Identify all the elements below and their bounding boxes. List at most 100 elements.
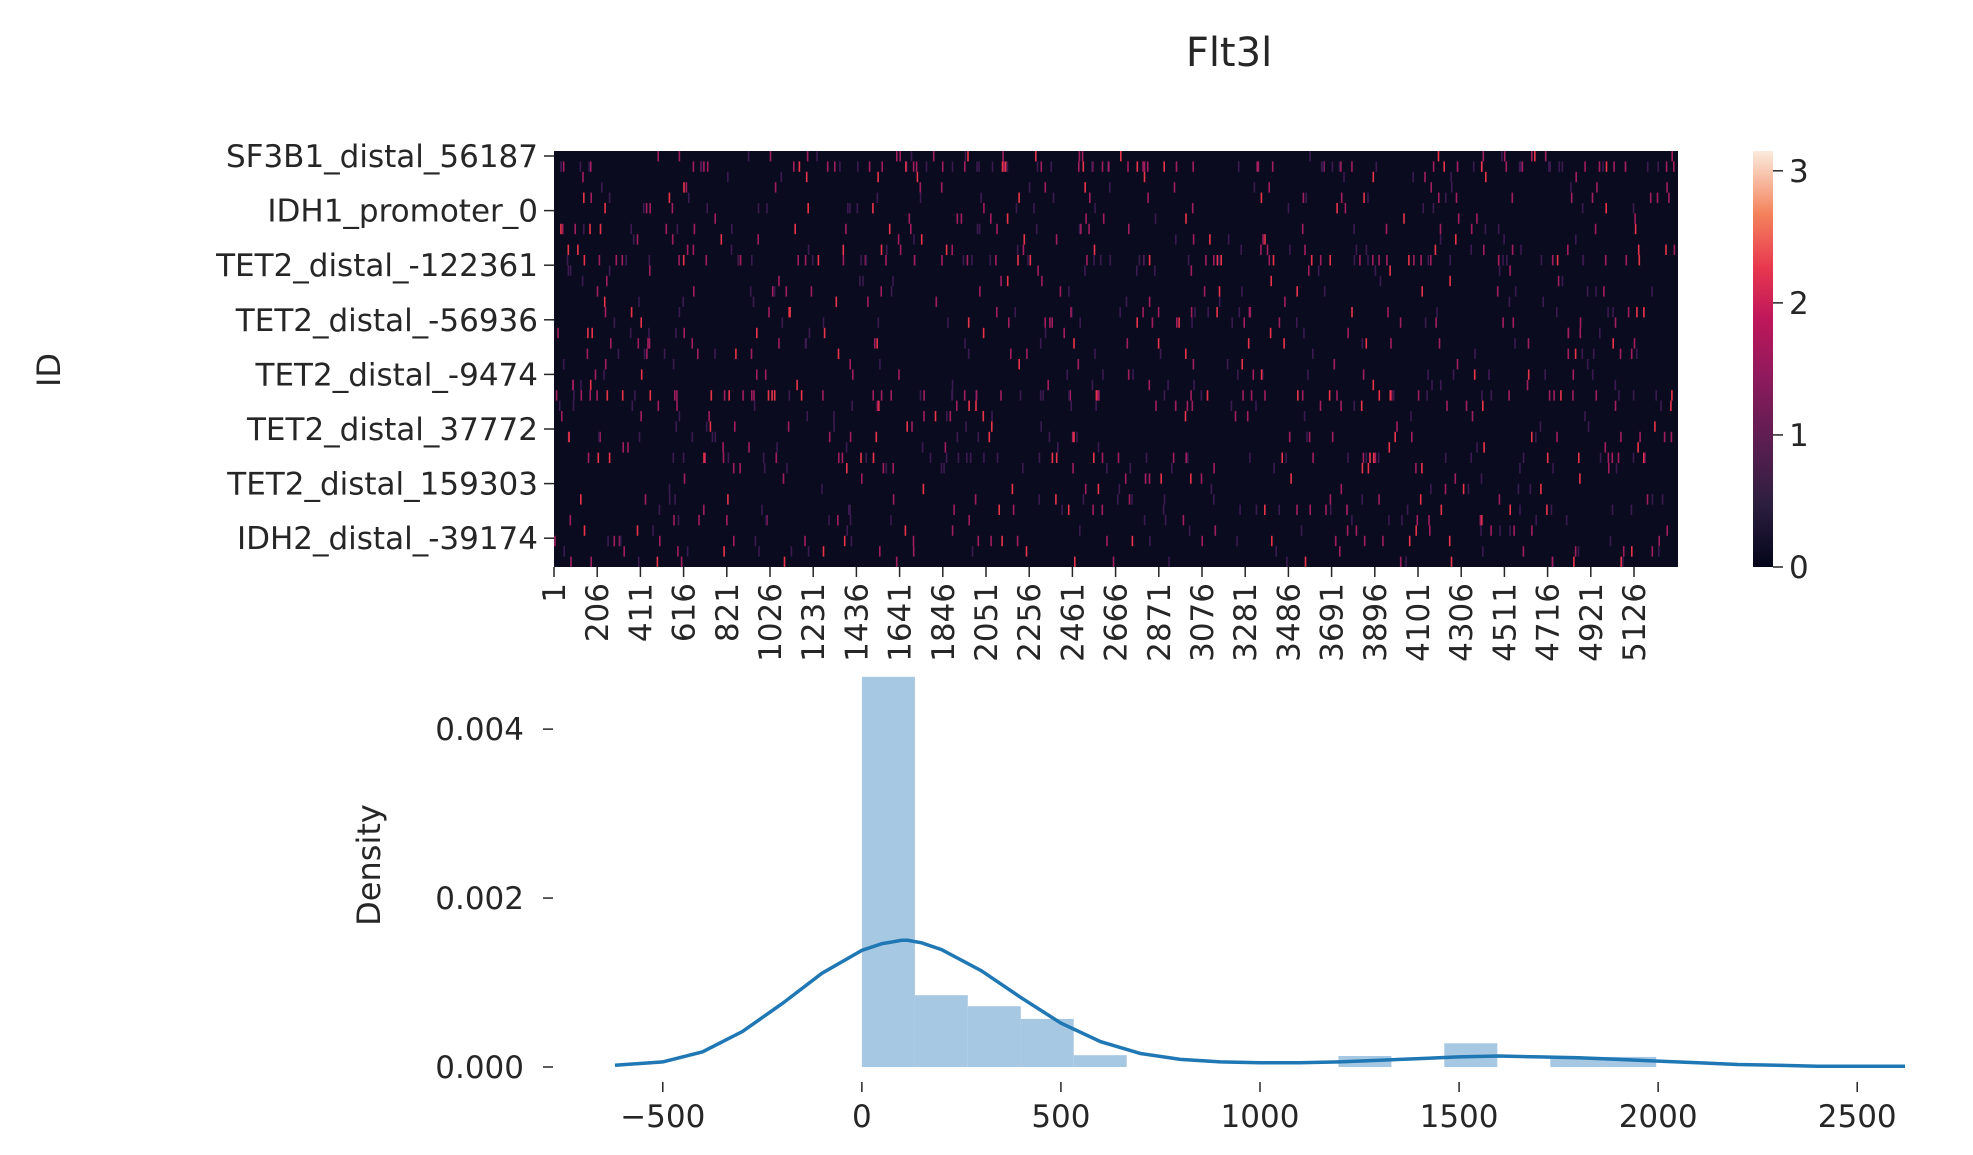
x-tick-label: −500 bbox=[620, 1099, 705, 1135]
heatmap-cell bbox=[1290, 473, 1292, 484]
heatmap-cell bbox=[990, 213, 992, 224]
heatmap-cell bbox=[739, 463, 741, 474]
heatmap-cell bbox=[579, 161, 582, 172]
heatmap-cell bbox=[967, 317, 970, 328]
heatmap-cell bbox=[1519, 504, 1521, 515]
heatmap-cell bbox=[1333, 359, 1336, 370]
heatmap-cell bbox=[804, 338, 807, 349]
colorbar-ticks: 0 1 2 3 bbox=[1773, 154, 1809, 586]
heatmap-cell bbox=[1620, 431, 1622, 443]
heatmap-cell bbox=[1673, 161, 1675, 172]
heatmap-cell bbox=[848, 504, 850, 515]
heatmap-cell bbox=[1084, 483, 1087, 495]
heatmap-cell bbox=[1190, 265, 1193, 276]
heatmap-cell bbox=[1513, 525, 1515, 536]
heatmap-cell bbox=[1665, 244, 1667, 255]
heatmap-cell bbox=[581, 275, 584, 287]
x-tick-label: 0 bbox=[852, 1099, 872, 1135]
heatmap-cell bbox=[1427, 369, 1429, 380]
colorbar-tick-label: 3 bbox=[1789, 154, 1809, 190]
heatmap-cell bbox=[1119, 307, 1121, 318]
heatmap-cell bbox=[1082, 494, 1085, 505]
heatmap-cell bbox=[1419, 494, 1422, 505]
heatmap-cell bbox=[1191, 317, 1193, 328]
heatmap-cell bbox=[966, 452, 968, 463]
heatmap-cell bbox=[797, 255, 799, 266]
heatmap-cell bbox=[1073, 431, 1075, 443]
heatmap-cell bbox=[1092, 504, 1094, 515]
heatmap-cell bbox=[1548, 390, 1551, 401]
heatmap-cell bbox=[583, 255, 586, 266]
heatmap-cell bbox=[956, 431, 959, 443]
heatmap-cell bbox=[1220, 255, 1222, 266]
heatmap-cell bbox=[786, 463, 788, 474]
heatmap-cell bbox=[1660, 400, 1662, 411]
heatmap-cell bbox=[1218, 255, 1220, 266]
heatmap-cell bbox=[1109, 255, 1112, 266]
column-tick-label: 821 bbox=[710, 583, 746, 642]
heatmap-cell bbox=[1501, 151, 1503, 162]
heatmap-cell bbox=[594, 369, 597, 380]
heatmap-cell bbox=[1112, 556, 1115, 567]
heatmap-cell bbox=[1089, 192, 1091, 203]
heatmap-cell bbox=[577, 244, 579, 255]
heatmap-cell bbox=[1553, 390, 1555, 401]
heatmap-cell bbox=[1283, 338, 1285, 349]
heatmap-cell bbox=[1278, 504, 1280, 515]
heatmap-cell bbox=[1363, 535, 1366, 547]
heatmap-cell bbox=[1185, 213, 1187, 224]
heatmap-cell bbox=[632, 234, 635, 245]
heatmap-cell bbox=[1142, 161, 1144, 172]
heatmap-cell bbox=[668, 483, 671, 495]
heatmap-cell bbox=[1213, 255, 1215, 266]
heatmap-cell bbox=[1586, 359, 1589, 370]
heatmap-cell bbox=[1586, 286, 1589, 297]
heatmap-cell bbox=[850, 535, 853, 547]
heatmap-cell bbox=[1450, 556, 1453, 567]
heatmap-cell bbox=[1210, 483, 1213, 495]
heatmap-cell bbox=[1535, 515, 1537, 526]
heatmap-cell bbox=[1336, 203, 1338, 214]
heatmap-cell bbox=[1432, 203, 1435, 214]
heatmap-cell bbox=[845, 223, 847, 235]
heatmap-cell bbox=[971, 546, 974, 557]
heatmap-cell bbox=[1570, 192, 1573, 203]
heatmap-cell bbox=[947, 317, 949, 328]
heatmap-cell bbox=[1185, 348, 1187, 359]
heatmap-cell bbox=[908, 213, 911, 224]
heatmap-cell bbox=[1236, 535, 1238, 547]
heatmap-cell bbox=[1445, 192, 1447, 203]
heatmap-cell bbox=[1082, 161, 1085, 172]
heatmap-background bbox=[554, 151, 1678, 567]
heatmap-cell bbox=[1598, 161, 1601, 172]
heatmap-cell bbox=[1567, 348, 1570, 359]
heatmap-cell bbox=[1637, 244, 1640, 255]
heatmap-cell bbox=[864, 255, 867, 266]
heatmap-cell bbox=[1584, 411, 1586, 422]
heatmap-cell bbox=[732, 463, 735, 474]
heatmap-cell bbox=[1006, 161, 1009, 172]
heatmap-cell bbox=[1317, 265, 1320, 276]
heatmap-cell bbox=[615, 255, 618, 266]
heatmap-cell bbox=[1579, 473, 1581, 484]
heatmap-cell bbox=[1482, 400, 1484, 411]
heatmap-cell bbox=[895, 556, 898, 567]
heatmap-cell bbox=[1632, 390, 1635, 401]
heatmap-cell bbox=[1520, 244, 1522, 255]
heatmap-cell bbox=[1124, 473, 1127, 484]
heatmap-cell bbox=[1237, 161, 1240, 172]
heatmap-cell bbox=[1607, 452, 1610, 463]
heatmap-cell bbox=[1365, 338, 1368, 349]
heatmap-cell bbox=[1066, 369, 1068, 380]
heatmap-cell bbox=[1612, 307, 1614, 318]
heatmap-cell bbox=[558, 400, 561, 411]
heatmap-cell bbox=[964, 151, 967, 162]
heatmap-cell bbox=[1078, 151, 1081, 162]
heatmap-cell bbox=[566, 255, 569, 266]
heatmap-cell bbox=[976, 223, 979, 235]
heatmap-cell bbox=[643, 348, 646, 359]
heatmap-cell bbox=[657, 151, 659, 162]
heatmap-cell bbox=[838, 452, 840, 463]
heatmap-cell bbox=[941, 255, 943, 266]
heatmap-cell bbox=[589, 379, 592, 391]
